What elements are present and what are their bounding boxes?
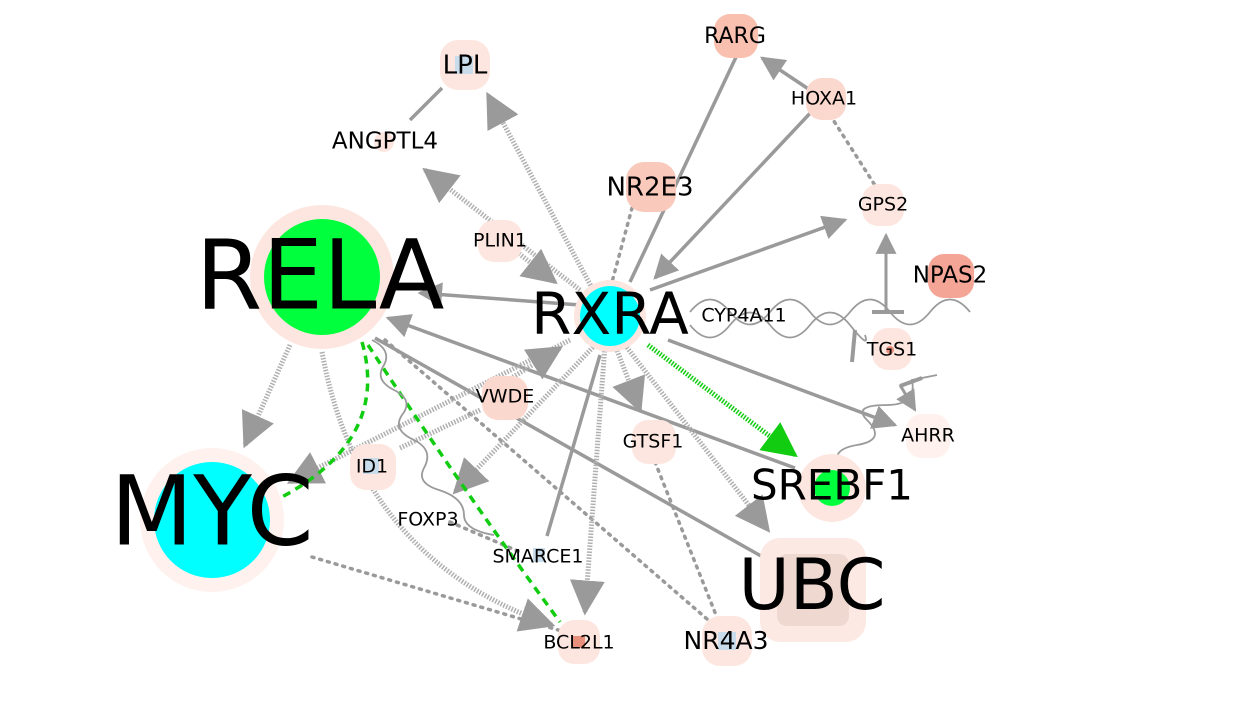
node-nr4a3[interactable]: NR4A3: [684, 616, 769, 666]
node-foxp3[interactable]: FOXP3: [397, 509, 458, 531]
edge-srebf1-rela: [385, 314, 796, 470]
edge-rxra-bcl2l1: [569, 344, 608, 616]
edge-rarg-rxra: [628, 54, 739, 283]
edge-myc-bcl2l1: [310, 555, 567, 634]
node-label-nr2e3: NR2E3: [606, 173, 693, 203]
edge-rxra-ahrr: [667, 338, 898, 429]
edge-smarce1-rxra: [545, 354, 602, 537]
edge-id1-vwde: [398, 407, 482, 451]
node-label-nr4a3: NR4A3: [684, 626, 769, 655]
node-plin1[interactable]: PLIN1: [473, 220, 527, 262]
edge-hoxa1-gps2: [828, 113, 880, 192]
node-label-vwde: VWDE: [476, 386, 534, 408]
node-label-cyp4a11: CYP4A11: [701, 305, 786, 327]
node-label-myc: MYC: [110, 455, 313, 567]
edge-rxra-rela: [417, 282, 581, 307]
edge-foxp3-smarce1: [448, 520, 522, 554]
edge-rxra-gps2: [649, 215, 848, 292]
node-label-foxp3: FOXP3: [397, 509, 458, 531]
edge-rxra-srebf1-green: [646, 342, 798, 458]
node-label-angptl4: ANGPTL4: [332, 129, 438, 155]
node-label-tgs1: TGS1: [866, 339, 917, 361]
node-label-id1: ID1: [356, 456, 388, 478]
node-srebf1[interactable]: SREBF1: [751, 454, 913, 522]
edge-rela-myc-green: [279, 341, 370, 500]
node-label-bcl2l1: BCL2L1: [543, 632, 614, 654]
node-label-npas2: NPAS2: [913, 263, 988, 289]
edge-rela-nr4a3: [383, 338, 724, 634]
node-label-plin1: PLIN1: [473, 230, 527, 252]
edge-gtsf1-nr4a3: [653, 460, 720, 622]
edges: [241, 54, 971, 634]
edge-rxra-gtsf1: [612, 344, 646, 414]
edge-rxra-myc: [286, 337, 572, 485]
edge-rxra-angptl4: [422, 167, 582, 292]
node-label-gps2: GPS2: [858, 194, 908, 216]
node-label-lpl: LPL: [443, 51, 488, 81]
edge-rela-smarce1-wavy: [371, 339, 495, 536]
node-label-gtsf1: GTSF1: [623, 431, 684, 453]
edge-nr2e3-rxra: [610, 206, 634, 284]
node-label-rela: RELA: [196, 219, 445, 331]
node-myc[interactable]: MYC: [110, 448, 314, 592]
node-rarg[interactable]: RARG: [704, 14, 766, 58]
edge-srebf1-ahrr-wavy: [836, 374, 938, 471]
node-id1[interactable]: ID1: [350, 444, 396, 490]
edge-npas2-cyp4a11-wavy: [689, 298, 971, 326]
node-angptl4[interactable]: ANGPTL4: [332, 129, 438, 155]
edge-hoxa1-rxra: [653, 106, 817, 280]
node-vwde[interactable]: VWDE: [476, 376, 534, 420]
node-label-srebf1: SREBF1: [751, 461, 913, 510]
edge-rela-bcl2l1-green: [366, 344, 562, 624]
edge-angptl4-lpl: [408, 86, 444, 122]
node-ahrr[interactable]: AHRR: [901, 414, 955, 458]
edge-rela-bcl2l1: [319, 351, 556, 632]
node-nr2e3[interactable]: NR2E3: [606, 162, 694, 212]
node-label-rarg: RARG: [704, 24, 766, 49]
nodes: RELA MYC RXRA UBC SREBF1: [110, 14, 987, 666]
edge-rxra-foxp3: [452, 343, 597, 495]
node-npas2[interactable]: NPAS2: [913, 254, 988, 298]
inhibit-bar-ahrr: [899, 376, 923, 388]
node-smarce1[interactable]: SMARCE1: [492, 546, 583, 568]
node-label-ahrr: AHRR: [901, 425, 955, 447]
node-label-ubc: UBC: [739, 544, 886, 626]
node-gtsf1[interactable]: GTSF1: [623, 420, 684, 464]
edge-rela-myc: [241, 343, 293, 449]
edge-hoxa1-rarg: [759, 56, 811, 92]
edge-tgs1-ahrr: [896, 384, 917, 412]
node-lpl[interactable]: LPL: [440, 40, 490, 90]
node-tgs1[interactable]: TGS1: [866, 328, 917, 370]
node-cyp4a11[interactable]: CYP4A11: [701, 305, 786, 327]
node-bcl2l1[interactable]: BCL2L1: [543, 620, 615, 664]
node-rxra[interactable]: RXRA: [531, 280, 689, 352]
node-ubc[interactable]: UBC: [739, 538, 886, 642]
edge-rxra-lpl: [485, 91, 595, 290]
node-gps2[interactable]: GPS2: [858, 184, 908, 226]
edge-tgs1-cyp4a11-wavy: [689, 311, 867, 342]
node-label-hoxa1: HOXA1: [791, 88, 857, 110]
node-label-smarce1: SMARCE1: [492, 546, 583, 568]
inhibit-bar-tgs1: [850, 329, 857, 363]
node-label-rxra: RXRA: [531, 280, 689, 348]
node-hoxa1[interactable]: HOXA1: [791, 78, 857, 120]
node-rela[interactable]: RELA: [196, 205, 445, 349]
